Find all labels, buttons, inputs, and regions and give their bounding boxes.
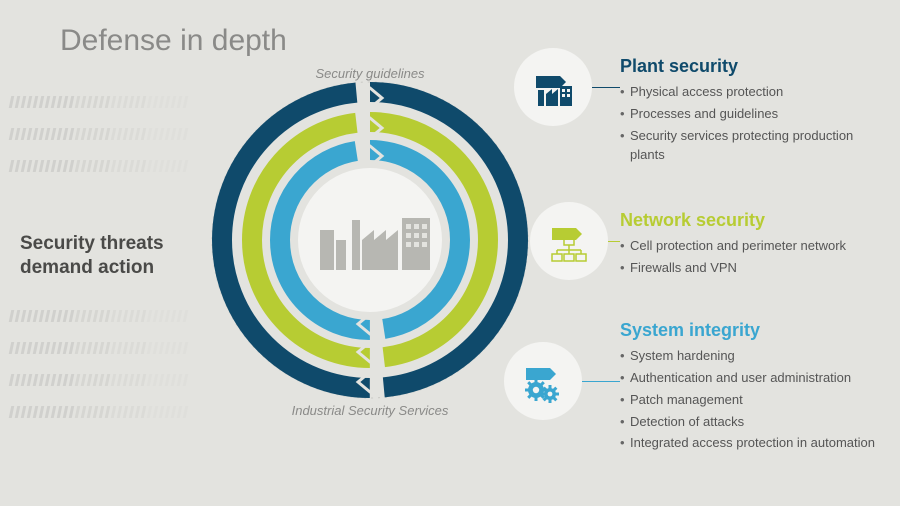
section-title: Plant security	[620, 56, 880, 77]
arc-label-bottom: Industrial Security Services	[292, 403, 449, 418]
section-title: System integrity	[620, 320, 880, 341]
system-badge	[504, 342, 582, 420]
bullet-item: Processes and guidelines	[620, 105, 880, 124]
network-icon	[544, 216, 594, 266]
connector-line	[608, 241, 620, 242]
plant-badge	[514, 48, 592, 126]
section-plant: Plant security Physical access protection…	[620, 56, 880, 167]
subtitle-line2: demand action	[20, 257, 154, 278]
bullet-item: Security services protecting production …	[620, 127, 880, 165]
bullet-item: Authentication and user administration	[620, 369, 880, 388]
tick-row	[10, 406, 230, 424]
tick-row	[10, 128, 230, 146]
bullet-item: Integrated access protection in automati…	[620, 434, 880, 453]
rings-svg	[210, 80, 530, 400]
bullet-item: System hardening	[620, 347, 880, 366]
section-bullets: Physical access protection Processes and …	[620, 83, 880, 164]
section-system: System integrity System hardening Authenti…	[620, 320, 880, 456]
bullet-item: Detection of attacks	[620, 413, 880, 432]
tick-row	[10, 96, 230, 114]
tick-row	[10, 160, 230, 178]
bullet-item: Physical access protection	[620, 83, 880, 102]
section-bullets: System hardening Authentication and user …	[620, 347, 880, 453]
bullet-item: Cell protection and perimeter network	[620, 237, 880, 256]
subtitle-line1: Security threats	[20, 233, 164, 254]
gears-icon	[518, 356, 568, 406]
arc-label-top: Security guidelines	[315, 66, 424, 81]
ring-diagram: Security guidelines Industrial Security …	[210, 80, 530, 400]
bullet-item: Patch management	[620, 391, 880, 410]
section-bullets: Cell protection and perimeter network Fir…	[620, 237, 880, 278]
bullet-item: Firewalls and VPN	[620, 259, 880, 278]
connector-line	[582, 381, 620, 382]
tick-row	[10, 374, 230, 392]
network-badge	[530, 202, 608, 280]
page-title: Defense in depth	[60, 24, 287, 58]
section-title: Network security	[620, 210, 880, 231]
factory-icon	[528, 62, 578, 112]
tick-row	[10, 310, 230, 328]
section-network: Network security Cell protection and peri…	[620, 210, 880, 281]
tick-row	[10, 342, 230, 360]
subtitle: Security threats demand action	[20, 232, 164, 280]
connector-line	[592, 87, 620, 88]
